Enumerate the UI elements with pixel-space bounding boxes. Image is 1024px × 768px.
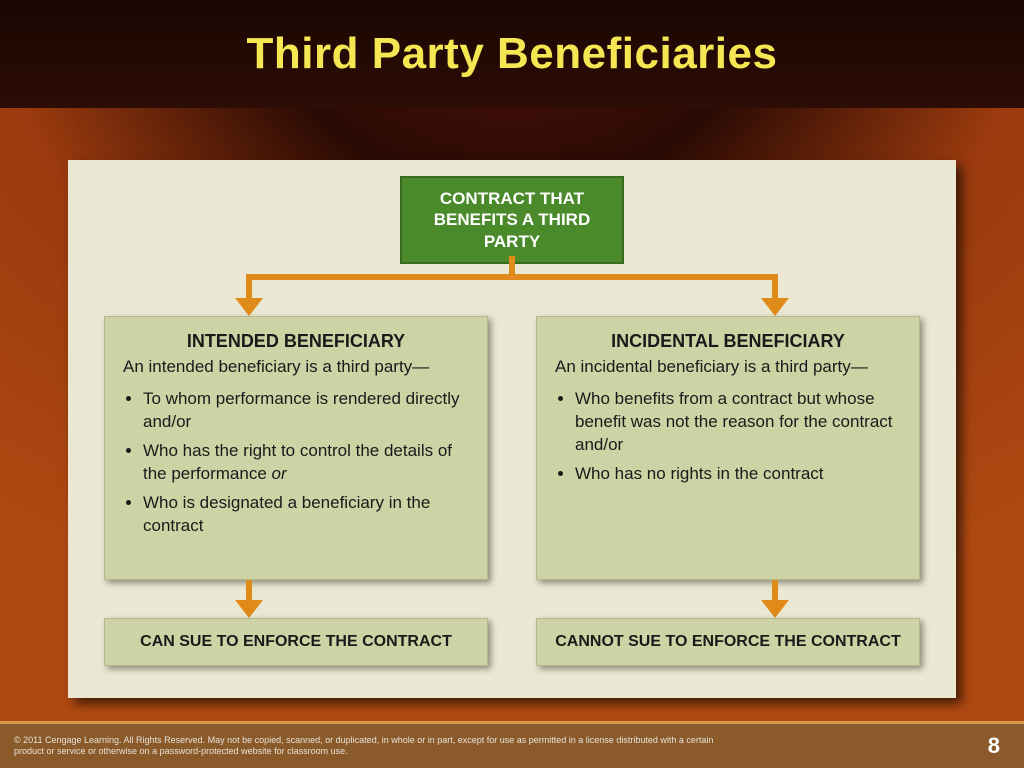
arrowhead-icon xyxy=(235,600,263,618)
list-item: Who benefits from a contract but whose b… xyxy=(575,388,901,457)
node-cannot-sue: CANNOT SUE TO ENFORCE THE CONTRACT xyxy=(536,618,920,666)
node-lead: An incidental beneficiary is a third par… xyxy=(555,356,901,378)
slide: Third Party Beneficiaries CONTRACT THAT … xyxy=(0,0,1024,768)
arrowhead-icon xyxy=(761,600,789,618)
connector-line xyxy=(246,274,252,300)
node-contract-root: CONTRACT THAT BENEFITS A THIRD PARTY xyxy=(400,176,624,264)
title-bar: Third Party Beneficiaries xyxy=(0,0,1024,108)
slide-title: Third Party Beneficiaries xyxy=(247,29,778,79)
connector-line xyxy=(509,256,515,274)
page-number: 8 xyxy=(988,733,1000,759)
arrowhead-icon xyxy=(235,298,263,316)
node-heading: INTENDED BENEFICIARY xyxy=(123,331,469,352)
node-incidental-beneficiary: INCIDENTAL BENEFICIARY An incidental ben… xyxy=(536,316,920,580)
arrowhead-icon xyxy=(761,298,789,316)
connector-line xyxy=(246,274,778,280)
list-item-suffix: or xyxy=(272,464,287,483)
list-item: Who is designated a beneficiary in the c… xyxy=(143,492,469,538)
list-item: To whom performance is rendered directly… xyxy=(143,388,469,434)
footer-bar: © 2011 Cengage Learning. All Rights Rese… xyxy=(0,721,1024,768)
node-bullet-list: Who benefits from a contract but whose b… xyxy=(555,388,901,486)
list-item-text: Who has the right to control the details… xyxy=(143,441,452,483)
node-heading: INCIDENTAL BENEFICIARY xyxy=(555,331,901,352)
copyright-text: © 2011 Cengage Learning. All Rights Rese… xyxy=(14,735,734,758)
connector-line xyxy=(246,580,252,602)
node-intended-beneficiary: INTENDED BENEFICIARY An intended benefic… xyxy=(104,316,488,580)
flowchart-panel: CONTRACT THAT BENEFITS A THIRD PARTY INT… xyxy=(68,160,956,698)
node-can-sue: CAN SUE TO ENFORCE THE CONTRACT xyxy=(104,618,488,666)
node-lead: An intended beneficiary is a third party… xyxy=(123,356,469,378)
list-item: Who has no rights in the contract xyxy=(575,463,901,486)
node-bullet-list: To whom performance is rendered directly… xyxy=(123,388,469,538)
connector-line xyxy=(772,274,778,300)
list-item: Who has the right to control the details… xyxy=(143,440,469,486)
connector-line xyxy=(772,580,778,602)
